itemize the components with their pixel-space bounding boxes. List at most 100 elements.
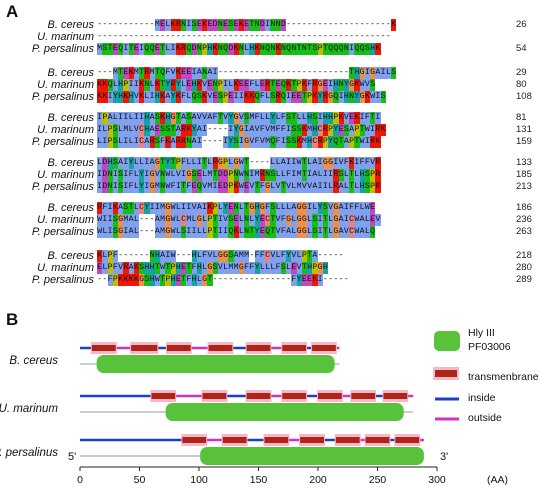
sequence-row: WIISGMAL---AMGWLCMLGLPTIVSELNLYECTVFGLGG… [97, 214, 381, 226]
pfam-domain-box [96, 355, 335, 373]
transmembrane-helix [202, 393, 227, 399]
transmembrane-helix [282, 393, 307, 399]
species-label: U. marinum [37, 214, 94, 226]
species-label: U. marinum [37, 124, 94, 136]
residue-count: 213 [516, 181, 532, 192]
pfam-domain-box [200, 447, 424, 465]
transmembrane-helix [246, 345, 271, 351]
transmembrane-helix [246, 393, 271, 399]
legend-outside-label: outside [468, 412, 502, 424]
species-label: B. cereus [47, 157, 94, 169]
sequence-row: ILPSLMLVCHAESSTARKYAI----IYGIAVFVMFFISSK… [97, 124, 386, 136]
aa-axis-tick-label: 300 [428, 474, 446, 486]
residue-count: 218 [516, 250, 532, 261]
sequence-row: ELPFVRAKSHHTWTPHETFHLGSVLMMGFFYLLLFSLEVT… [97, 262, 328, 274]
sequence-row: KLPF------NHAIW---HLFVLGGSAMM-FFCVLFYVLP… [97, 250, 344, 262]
residue-count: 185 [516, 169, 532, 180]
species-label: P. persalinus [31, 136, 94, 148]
residue-count: 263 [516, 226, 532, 237]
species-label: U. marinum [37, 79, 94, 91]
species-label: P. persalinus [31, 181, 94, 193]
aa-axis-tick-label: 250 [369, 474, 387, 486]
sequence-row: IDNISIFLYIGMNWFITFEQVMIEDPKWEVTFGLVTVLMV… [97, 181, 381, 193]
legend-pfam-swatch [434, 331, 460, 351]
transmembrane-helix [395, 437, 420, 443]
sequence-row: ---MTEKMTRMTQFVKEEIANAI-----------------… [97, 67, 397, 79]
legend-inside-label: inside [468, 392, 496, 404]
residue-count: 29 [516, 67, 527, 78]
species-label: U. marinum [37, 169, 94, 181]
sequence-row: KKQLHPIIKNLKTYRYLEHKVENPILKEEFLERTEQKTPK… [97, 79, 376, 91]
aa-axis-tick-label: 150 [250, 474, 268, 486]
residue-count: 280 [516, 262, 532, 273]
legend-tm-swatch [435, 370, 457, 377]
aa-axis-tick-label: 50 [134, 474, 146, 486]
sequence-row: RFIKASTLCYIIMGWLIIVAIKPLYENLTGHGFSLLLAGG… [97, 202, 376, 214]
transmembrane-helix [282, 345, 307, 351]
species-label: U. marinum [37, 262, 94, 274]
transmembrane-helix [264, 437, 289, 443]
aa-axis-tick-label: 100 [190, 474, 208, 486]
transmembrane-helix [335, 437, 360, 443]
residue-count: 131 [516, 124, 532, 135]
panel-a-label: A [6, 2, 19, 21]
sequence-row: IPALIILIIHASKHGTASAVVAFTVYGVSMFLLYLFSTLL… [97, 112, 381, 124]
sequence-row: IDNISIFLYIGVNWLVIGSELMTDDPNWNIMRNSLLFIMT… [97, 169, 381, 181]
species-label: P. persalinus [31, 226, 94, 238]
panel-b-label: B [6, 310, 19, 329]
transmembrane-helix [351, 393, 376, 399]
sequence-row: ----------------------------------------… [97, 32, 391, 41]
aa-axis-tick-label: 0 [77, 474, 83, 486]
transmembrane-helix [182, 437, 207, 443]
sequence-row: --FPKKKKGSHWTPHETFHLGT---------------FYE… [97, 274, 349, 286]
transmembrane-helix [166, 345, 191, 351]
transmembrane-helix [151, 393, 176, 399]
five-prime-label: 5' [68, 451, 76, 463]
residue-count: 133 [516, 157, 532, 168]
transmembrane-helix [300, 437, 324, 443]
species-label: B. cereus [47, 19, 94, 31]
aa-axis-tick-label: 200 [309, 474, 327, 486]
species-label: B. cereus [47, 67, 94, 79]
species-label: P. persalinus [31, 274, 94, 286]
three-prime-label: 3' [440, 451, 448, 463]
transmembrane-helix [383, 393, 408, 399]
transmembrane-helix [208, 345, 233, 351]
domain-architecture-figure: B. cereus U. marinum P. persalinus 0 50 100 15… [0, 331, 508, 486]
sequence-row: MSTEQITEIQQETLIKRQDNPHKNQDKNLHKNQNKNQNTN… [97, 43, 381, 55]
residue-count: 81 [516, 112, 527, 123]
species-label: B. cereus [47, 112, 94, 124]
legend-tm-label: transmenbrane [468, 371, 539, 383]
sequence-row: -----------MELKRNISEKEDNESEKETNDINND----… [97, 19, 397, 31]
residue-count: 54 [516, 43, 527, 54]
domain-species-label: U. marinum [0, 403, 58, 415]
sequence-row: LDHSAIYLLIAGTYTPFLLITLRGPLGWT----LLAIIWT… [97, 157, 381, 169]
residue-count: 26 [516, 19, 527, 30]
transmembrane-helix [318, 393, 342, 399]
legend-pfam-label-2: PF03006 [468, 341, 511, 353]
transmembrane-helix [222, 437, 247, 443]
domain-species-label: P. persalinus [0, 447, 58, 459]
transmembrane-helix [131, 345, 158, 351]
sequence-row: KKIYHKHVKLIHKAYKFLQSKVESPEIIKKQFLSRQIEET… [97, 91, 386, 103]
transmembrane-helix [91, 345, 116, 351]
residue-count: 159 [516, 136, 532, 147]
species-label: P. persalinus [31, 91, 94, 103]
species-label: U. marinum [37, 31, 94, 43]
species-label: P. persalinus [31, 43, 94, 55]
transmembrane-helix [365, 437, 390, 443]
species-label: B. cereus [47, 202, 94, 214]
transmembrane-helix [312, 345, 336, 351]
residue-count: 108 [516, 91, 532, 102]
residue-count: 236 [516, 214, 532, 225]
pfam-domain-box [165, 403, 404, 421]
legend-pfam-label-1: Hly III [468, 327, 495, 339]
species-label: B. cereus [47, 250, 94, 262]
residue-count: 186 [516, 202, 532, 213]
sequence-row: WLISGIAL---AMGWLSIILLPTIIQKLNTYEQTVFALGG… [97, 226, 376, 238]
residue-count: 289 [516, 274, 532, 285]
domain-species-label: B. cereus [9, 355, 58, 367]
aa-axis-unit: (AA) [487, 474, 508, 486]
residue-count: 80 [516, 79, 527, 90]
sequence-row: LIPSLILICARSFKARRNAI----IYSIGVFVMQFISSKM… [97, 136, 381, 148]
